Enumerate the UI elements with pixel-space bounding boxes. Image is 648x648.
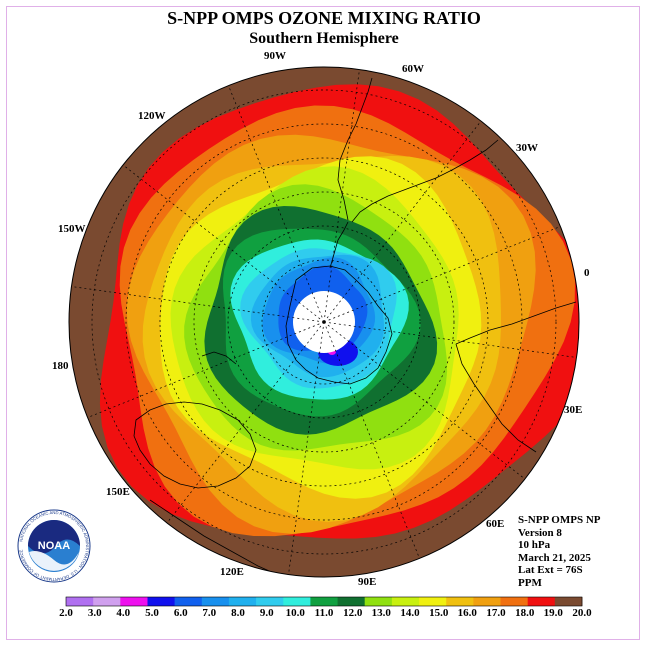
colorbar-tick-label: 5.0 (145, 607, 159, 619)
longitude-label: 0 (584, 267, 590, 279)
colorbar-tick-label: 11.0 (314, 607, 334, 619)
colorbar-tick-label: 3.0 (87, 607, 102, 619)
latitude-circle (193, 191, 455, 453)
colorbar-tick-label: 20.0 (572, 607, 592, 619)
figure-frame (6, 6, 640, 640)
map-subtitle: Southern Hemisphere (249, 30, 399, 47)
latitude-circle (91, 89, 557, 555)
coastline (133, 401, 257, 489)
latitude-circle (159, 157, 489, 487)
colorbar-swatch (310, 597, 338, 606)
longitude-label: 30W (516, 142, 538, 154)
colorbar-tick-label: 15.0 (429, 607, 449, 619)
colorbar-swatch (283, 597, 311, 606)
colorbar-tick-label: 6.0 (173, 607, 188, 619)
colorbar-swatch (500, 597, 529, 606)
colorbar-swatch (201, 597, 230, 606)
coastline (351, 139, 499, 223)
coastline (455, 343, 537, 453)
colorbar-swatch (554, 597, 583, 606)
colorbar-swatch (337, 597, 366, 606)
noaa-logo-icon: NOAA NATIONAL OCEANIC AND ATMOSPHERIC AD… (17, 509, 91, 583)
info-box: S-NPP OMPS NP Version 8 10 hPa March 21,… (518, 514, 601, 589)
colorbar-tick-label: 16.0 (457, 607, 477, 619)
colorbar-tick-label: 2.0 (59, 607, 73, 619)
coastlines (133, 77, 577, 577)
colorbar-tick-label: 19.0 (543, 607, 563, 619)
colorbar-swatch (419, 597, 447, 606)
colorbar-swatch (473, 597, 501, 606)
longitude-label: 150W (58, 223, 86, 235)
longitude-label: 60E (486, 518, 505, 530)
info-instrument: S-NPP OMPS NP (518, 514, 601, 526)
colorbar-border (65, 596, 583, 607)
colorbar-swatch (174, 597, 203, 606)
longitude-label: 180 (52, 360, 69, 372)
info-level: 10 hPa (518, 539, 551, 551)
longitude-label: 120E (220, 566, 244, 578)
colorbar-tick-label: 9.0 (259, 607, 274, 619)
coastline (285, 265, 393, 385)
colorbar-tick-label: 13.0 (371, 607, 391, 619)
info-lat-ext: Lat Ext = 76S (518, 564, 583, 576)
info-version: Version 8 (518, 526, 562, 539)
coastline (201, 351, 237, 365)
info-date: March 21, 2025 (518, 551, 591, 564)
coastline (329, 221, 349, 269)
colorbar (65, 596, 583, 607)
colorbar-tick-label: 17.0 (486, 607, 506, 619)
latitude-circle (261, 259, 387, 385)
colorbar-swatch (93, 597, 121, 606)
colorbar-swatch (527, 597, 556, 606)
info-units: PPM (518, 576, 542, 589)
svg-text:NOAA: NOAA (38, 540, 70, 552)
map-boundary (68, 66, 580, 578)
longitude-label: 60W (402, 63, 424, 75)
colorbar-tick-label: 14.0 (400, 607, 420, 619)
ozone-contours (69, 67, 579, 577)
longitude-label: 120W (138, 110, 166, 122)
colorbar-swatch (391, 597, 420, 606)
colorbar-tick-label: 4.0 (116, 607, 131, 619)
colorbar-tick-label: 8.0 (231, 607, 245, 619)
colorbar-swatch (256, 597, 284, 606)
colorbar-swatch (66, 597, 94, 606)
colorbar-tick-label: 7.0 (202, 607, 217, 619)
longitude-label: 150E (106, 486, 130, 498)
colorbar-tick-label: 12.0 (343, 607, 363, 619)
graticule (71, 69, 577, 575)
colorbar-swatch (120, 597, 148, 606)
longitude-label: 90E (358, 576, 377, 588)
colorbar-swatch (228, 597, 257, 606)
longitude-label: 30E (564, 404, 583, 416)
latitude-circle (227, 225, 421, 419)
latitude-circle (125, 123, 523, 521)
map-title: S-NPP OMPS OZONE MIXING RATIO (167, 8, 481, 28)
colorbar-swatch (446, 597, 474, 606)
colorbar-swatch (147, 597, 176, 606)
colorbar-tick-label: 18.0 (515, 607, 535, 619)
longitude-label: 90W (264, 50, 286, 62)
colorbar-swatch (364, 597, 393, 606)
coastline (455, 301, 577, 345)
colorbar-tick-label: 10.0 (285, 607, 305, 619)
